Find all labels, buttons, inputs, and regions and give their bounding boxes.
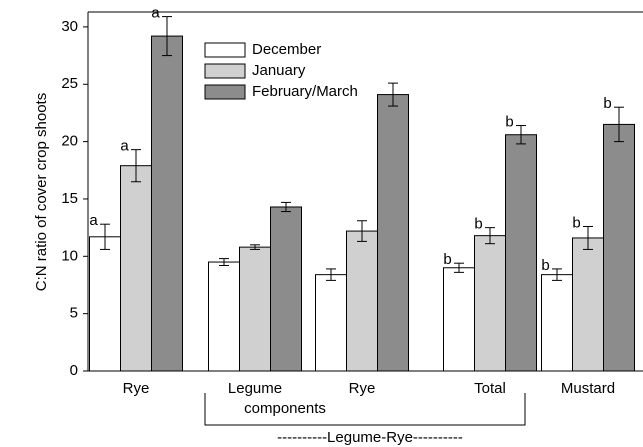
y-tick-label: 15 <box>61 190 78 207</box>
bar <box>270 206 302 372</box>
legend-swatch <box>204 63 246 79</box>
group-label: ----------Legume-Rye---------- <box>277 429 463 446</box>
y-tick-label: 25 <box>61 75 78 92</box>
bar <box>89 236 121 372</box>
x-tick-label: Rye <box>349 380 376 397</box>
bar <box>239 246 271 372</box>
x-tick-label: Rye <box>123 380 150 397</box>
significance-letter: b <box>541 257 549 274</box>
significance-letter: a <box>89 212 98 229</box>
legend-swatch <box>204 42 246 58</box>
significance-letter: b <box>443 251 451 268</box>
bar <box>572 237 604 372</box>
x-tick-label: Total <box>474 380 506 397</box>
bar <box>603 123 635 372</box>
legend-label: December <box>252 41 321 58</box>
bar <box>315 274 347 372</box>
bar <box>208 261 240 372</box>
bar <box>346 230 378 372</box>
significance-letter: b <box>474 216 482 233</box>
legend-label: January <box>252 62 306 79</box>
bar <box>541 274 573 372</box>
bar <box>443 267 475 372</box>
bar <box>505 134 537 372</box>
x-tick-label: Legume <box>228 380 282 397</box>
bar <box>120 165 152 372</box>
significance-letter: a <box>151 5 160 22</box>
significance-letter: b <box>572 214 580 231</box>
bar <box>474 235 506 372</box>
significance-letter: b <box>603 95 611 112</box>
y-tick-label: 0 <box>70 362 78 379</box>
y-tick-label: 5 <box>70 305 78 322</box>
y-tick-label: 10 <box>61 247 78 264</box>
legend-label: February/March <box>252 83 358 100</box>
legend-swatch <box>204 84 246 100</box>
bar <box>151 35 183 372</box>
bracket-label: components <box>244 400 326 417</box>
significance-letter: a <box>120 138 129 155</box>
x-tick-label: Mustard <box>561 380 615 397</box>
y-axis-title: C:N ratio of cover crop shoots <box>33 93 50 291</box>
y-tick-label: 20 <box>61 133 78 150</box>
bracket <box>204 393 526 426</box>
y-tick-label: 30 <box>61 18 78 35</box>
significance-letter: b <box>505 114 513 131</box>
bar <box>377 94 409 372</box>
